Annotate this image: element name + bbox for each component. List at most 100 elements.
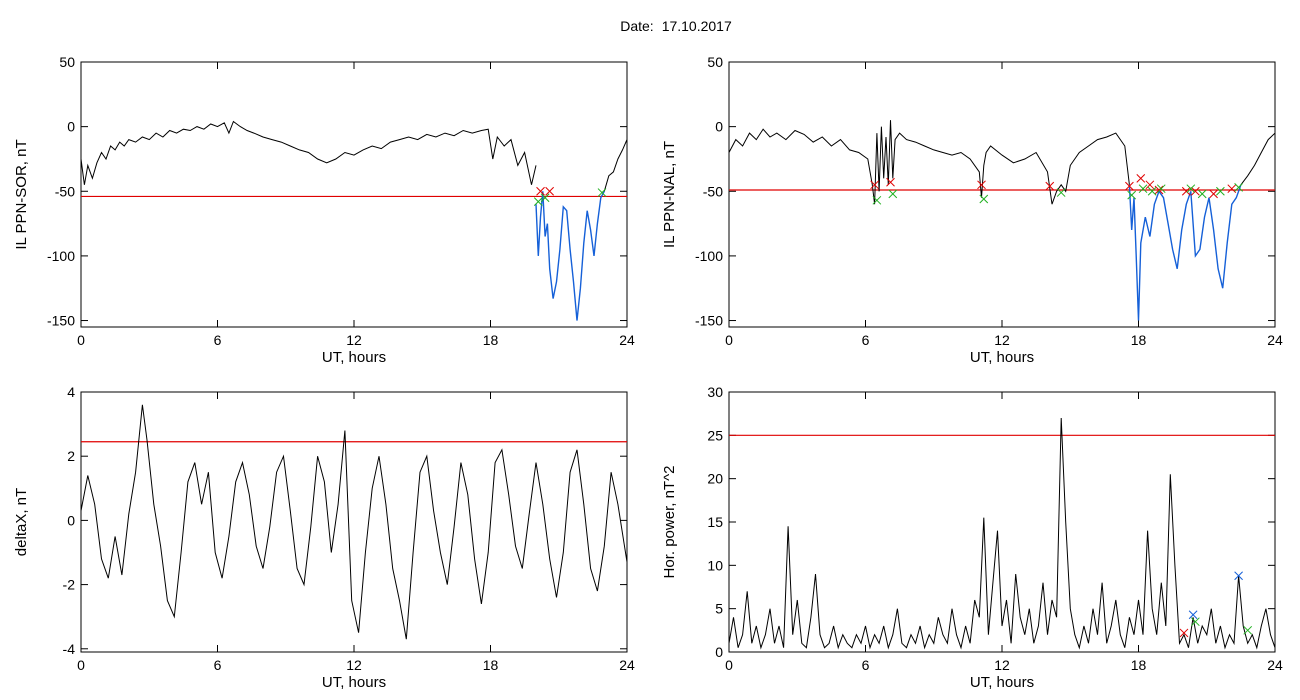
x-tick-label: 0 — [77, 657, 85, 673]
x-marker — [979, 194, 989, 204]
x-axis-label: UT, hours — [322, 349, 386, 366]
page-title: Date: 17.10.2017 — [0, 18, 1300, 34]
x-tick-label: 24 — [1267, 657, 1283, 673]
y-tick-label: 50 — [59, 54, 75, 70]
x-marker — [1216, 186, 1225, 196]
y-tick-label: -150 — [47, 313, 75, 329]
y-tick-label: 0 — [67, 512, 75, 528]
y-axis-label: IL PPN-NAL, nT — [661, 141, 678, 248]
y-tick-label: 30 — [707, 384, 723, 400]
y-tick-label: -100 — [47, 248, 75, 264]
x-tick-label: 12 — [994, 657, 1010, 673]
x-tick-label: 18 — [1131, 657, 1147, 673]
x-axis-label: UT, hours — [970, 349, 1034, 366]
y-tick-label: 0 — [715, 644, 723, 660]
x-marker — [1243, 625, 1253, 635]
series-line — [729, 417, 1275, 650]
x-marker — [545, 186, 555, 196]
series-line — [81, 120, 537, 185]
y-tick-label: -150 — [695, 313, 723, 329]
series-line — [81, 404, 627, 640]
x-marker — [1145, 180, 1155, 190]
x-marker — [1191, 617, 1200, 627]
x-tick-label: 0 — [725, 657, 733, 673]
date-value: 17.10.2017 — [661, 18, 732, 34]
plot-area — [729, 120, 1275, 321]
chart-panel-4: 0 6 12 18 24 0 5 10 15 20 25 30 UT, hours Hor. power,… — [661, 384, 1283, 691]
x-tick-label: 6 — [862, 332, 870, 348]
y-tick-label: -50 — [55, 183, 75, 199]
x-marker — [1186, 184, 1196, 194]
x-marker — [1181, 186, 1191, 196]
x-marker — [1045, 181, 1055, 191]
x-tick-label: 12 — [346, 332, 362, 348]
x-marker — [1156, 184, 1166, 194]
x-marker — [1138, 184, 1148, 194]
series-line — [729, 120, 1130, 205]
y-tick-label: 0 — [67, 119, 75, 135]
y-tick-label: 0 — [715, 119, 723, 135]
x-tick-label: 6 — [214, 657, 222, 673]
x-tick-label: 12 — [346, 657, 362, 673]
x-marker — [1056, 188, 1066, 197]
series-line — [1128, 184, 1242, 321]
x-marker — [533, 197, 543, 206]
x-tick-label: 6 — [214, 332, 222, 348]
x-marker — [872, 195, 882, 205]
x-axis-label: UT, hours — [322, 674, 386, 691]
series-line — [603, 139, 627, 192]
y-tick-label: -2 — [63, 577, 76, 593]
x-tick-label: 0 — [77, 332, 85, 348]
x-marker — [1191, 186, 1200, 196]
y-tick-label: 25 — [707, 427, 723, 443]
y-axis-label: Hor. power, nT^2 — [661, 466, 678, 579]
plot-frame — [728, 61, 1276, 328]
date-label: Date: — [620, 18, 654, 34]
x-marker — [1125, 181, 1134, 191]
x-marker — [1234, 183, 1243, 192]
x-tick-label: 18 — [483, 657, 499, 673]
x-marker — [597, 188, 607, 197]
y-tick-label: 50 — [707, 54, 723, 70]
x-marker — [870, 180, 879, 190]
series-line — [535, 190, 605, 321]
x-tick-label: 12 — [994, 332, 1010, 348]
x-marker — [1136, 173, 1146, 183]
x-tick-label: 18 — [1131, 332, 1147, 348]
plot-frame — [80, 61, 628, 328]
x-marker — [1179, 628, 1189, 638]
x-marker — [1147, 186, 1157, 196]
plot-area — [81, 404, 627, 640]
x-marker — [1188, 610, 1198, 620]
x-tick-label: 18 — [483, 332, 499, 348]
x-marker — [1234, 571, 1243, 581]
y-axis-label: IL PPN-SOR, nT — [13, 139, 30, 249]
x-marker — [536, 186, 545, 196]
x-marker — [1127, 190, 1137, 200]
chart-panel-1: 0 6 12 18 24 -150 -100 -50 0 50 UT, hours IL PPN-SO… — [13, 54, 635, 366]
x-tick-label: 0 — [725, 332, 733, 348]
y-tick-label: 10 — [707, 557, 723, 573]
x-tick-label: 24 — [1267, 332, 1283, 348]
x-marker — [540, 193, 550, 203]
y-tick-label: 4 — [67, 384, 75, 400]
x-tick-label: 6 — [862, 657, 870, 673]
plot-area — [729, 417, 1275, 650]
x-marker — [1227, 184, 1237, 194]
y-tick-label: -100 — [695, 248, 723, 264]
y-tick-label: -50 — [703, 183, 723, 199]
x-marker — [977, 180, 986, 190]
x-marker — [886, 177, 895, 187]
x-axis-label: UT, hours — [970, 674, 1034, 691]
y-tick-label: 15 — [707, 514, 723, 530]
y-tick-label: 2 — [67, 448, 75, 464]
x-marker — [1154, 185, 1164, 195]
x-tick-label: 24 — [619, 332, 635, 348]
y-tick-label: 20 — [707, 471, 723, 487]
series-line — [1240, 132, 1275, 186]
y-tick-label: 5 — [715, 601, 723, 617]
y-axis-label: deltaX, nT — [13, 488, 30, 556]
y-tick-label: -4 — [63, 641, 76, 657]
x-marker — [1209, 189, 1218, 199]
